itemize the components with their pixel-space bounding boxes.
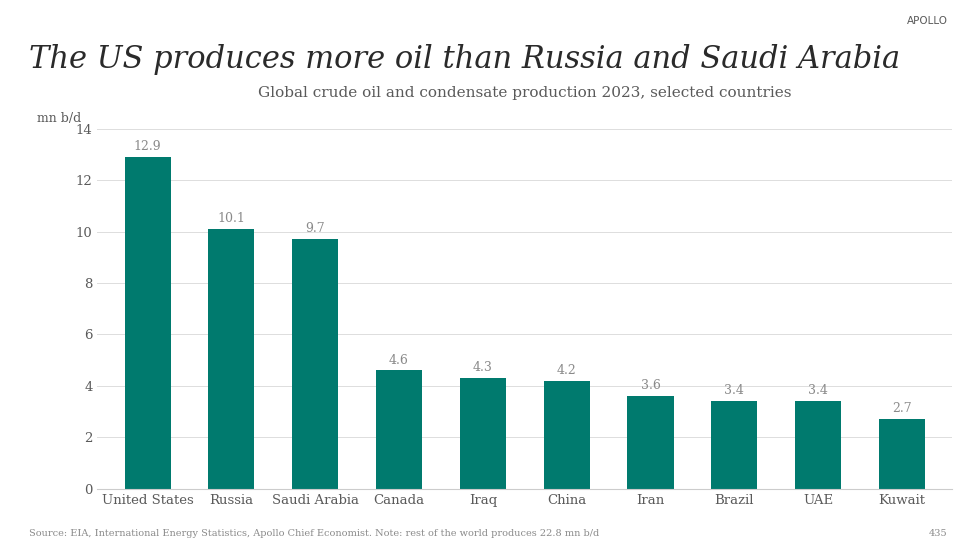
Bar bbox=[627, 396, 673, 489]
Text: 10.1: 10.1 bbox=[218, 212, 245, 225]
Bar bbox=[376, 371, 422, 489]
Text: 435: 435 bbox=[929, 529, 948, 538]
Text: 9.7: 9.7 bbox=[306, 222, 325, 236]
Bar bbox=[795, 401, 841, 489]
Text: 4.3: 4.3 bbox=[473, 361, 492, 374]
Bar bbox=[543, 380, 590, 489]
Bar bbox=[879, 419, 925, 489]
Bar bbox=[124, 157, 171, 489]
Text: 3.4: 3.4 bbox=[808, 384, 828, 397]
Text: 4.2: 4.2 bbox=[557, 364, 576, 377]
Text: 3.4: 3.4 bbox=[724, 384, 744, 397]
Text: 4.6: 4.6 bbox=[389, 354, 409, 367]
Bar bbox=[208, 229, 254, 489]
Text: 2.7: 2.7 bbox=[892, 402, 912, 416]
Bar bbox=[460, 378, 506, 489]
Text: 3.6: 3.6 bbox=[641, 379, 660, 393]
Text: APOLLO: APOLLO bbox=[907, 16, 948, 26]
Text: mn b/d: mn b/d bbox=[37, 112, 82, 125]
Text: Source: EIA, International Energy Statistics, Apollo Chief Economist. Note: rest: Source: EIA, International Energy Statis… bbox=[29, 529, 600, 538]
Text: The US produces more oil than Russia and Saudi Arabia: The US produces more oil than Russia and… bbox=[29, 44, 901, 75]
Bar bbox=[292, 239, 338, 489]
Bar bbox=[711, 401, 757, 489]
Text: 12.9: 12.9 bbox=[134, 140, 161, 153]
Text: Global crude oil and condensate production 2023, selected countries: Global crude oil and condensate producti… bbox=[258, 86, 791, 100]
